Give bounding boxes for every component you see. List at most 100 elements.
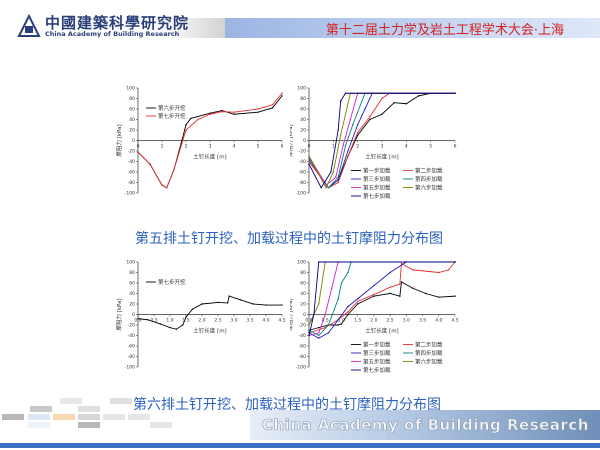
x-tick-label: 0 — [308, 144, 311, 150]
data-point — [257, 111, 259, 113]
y-tick-label: 80 — [129, 96, 135, 102]
data-point — [327, 332, 330, 334]
y-tick-label: -20 — [128, 323, 135, 329]
footer-brand: China Academy of Building Research — [262, 416, 589, 435]
x-tick-label: 0.0 — [134, 318, 141, 324]
header-gray-fade — [160, 18, 235, 38]
y-tick-label: 0 — [303, 312, 306, 318]
data-point — [337, 298, 339, 300]
data-point — [149, 163, 151, 165]
data-point — [324, 313, 326, 316]
x-axis-label: 土钉长度 [m] — [193, 153, 226, 161]
x-tick-label: 2.5 — [387, 318, 394, 324]
x-tick-label: 2 — [185, 144, 188, 150]
data-point — [313, 313, 315, 316]
x-tick-label: 4.0 — [435, 318, 442, 324]
data-point — [185, 129, 187, 131]
x-tick-label: 4.5 — [451, 318, 458, 324]
data-point — [400, 281, 403, 283]
footer-line — [0, 443, 600, 448]
x-tick-label: 3.0 — [403, 318, 410, 324]
data-point — [454, 261, 456, 263]
x-tick-label: 0 — [137, 144, 140, 150]
data-point — [373, 284, 375, 287]
x-tick-label: 0.5 — [150, 318, 157, 324]
data-point — [308, 324, 310, 326]
data-point — [191, 308, 194, 310]
data-point — [454, 92, 456, 94]
x-tick-label: 1.5 — [354, 318, 361, 324]
x-tick-label: 4 — [405, 144, 408, 150]
legend-label: 第二步加载 — [415, 341, 443, 349]
x-tick-label: 6 — [454, 144, 457, 150]
x-tick-label: 1 — [161, 144, 164, 150]
logo-icon — [17, 14, 41, 37]
legend-label: 第六步开挖 — [158, 104, 186, 112]
data-point — [197, 118, 199, 121]
x-tick-label: 5 — [429, 144, 432, 150]
data-point — [318, 326, 320, 329]
data-point — [308, 160, 310, 163]
data-point — [327, 187, 330, 189]
data-point — [381, 97, 383, 100]
y-axis-label: 摩阻力 [kPa] — [290, 124, 294, 156]
logo-english-name: China Academy of Building Research — [45, 30, 180, 38]
y-tick-label: -80 — [299, 180, 306, 186]
data-point — [347, 271, 349, 274]
data-point — [331, 287, 333, 289]
data-point — [389, 271, 391, 274]
data-point — [356, 298, 359, 300]
y-tick-label: 100 — [297, 260, 306, 266]
caption-row6: 第六排土钉开挖、加载过程中的土钉摩阻力分布图 — [133, 397, 441, 413]
series-line — [308, 261, 455, 339]
data-point — [217, 301, 219, 304]
data-point — [349, 118, 352, 121]
x-tick-label: 2.5 — [214, 318, 221, 324]
data-point — [182, 324, 184, 326]
y-tick-label: -60 — [128, 344, 135, 350]
data-point — [308, 163, 310, 165]
legend-label: 第三步加载 — [363, 349, 391, 357]
data-point — [175, 328, 178, 330]
chart-4: -100 -80 -60 -40 -20 0 20 40 60 80 100 0.0 0.5 1.0 1.5… — [290, 260, 459, 375]
data-point — [340, 282, 343, 284]
legend-label: 第七步加载 — [363, 366, 391, 374]
data-point — [347, 150, 349, 152]
data-point — [239, 299, 242, 301]
data-point — [356, 134, 359, 136]
y-tick-label: 60 — [300, 107, 306, 113]
data-point — [325, 187, 327, 189]
data-point — [308, 334, 310, 337]
y-tick-label: -20 — [299, 149, 306, 155]
data-point — [454, 295, 456, 297]
data-point — [369, 116, 371, 118]
x-tick-label: 2 — [356, 144, 359, 150]
data-point — [412, 287, 414, 289]
data-point — [325, 184, 327, 186]
data-point — [344, 145, 347, 147]
data-point — [308, 155, 310, 157]
y-tick-label: 40 — [129, 291, 135, 297]
data-point — [318, 334, 320, 337]
data-point — [271, 107, 274, 109]
x-tick-label: 4 — [233, 144, 236, 150]
data-point — [281, 304, 283, 306]
data-point — [169, 326, 171, 329]
data-point — [252, 303, 254, 305]
data-point — [347, 311, 349, 313]
data-point — [137, 151, 139, 153]
data-point — [221, 109, 223, 112]
data-point — [373, 295, 375, 297]
data-point — [271, 104, 274, 106]
data-point — [417, 95, 420, 97]
x-tick-label: 3 — [209, 144, 212, 150]
y-tick-label: -100 — [125, 365, 135, 371]
data-point — [335, 176, 337, 178]
y-tick-label: 0 — [132, 138, 135, 144]
data-point — [339, 100, 342, 102]
data-point — [337, 319, 339, 321]
data-point — [173, 168, 175, 171]
data-point — [146, 319, 149, 321]
data-point — [347, 155, 349, 157]
